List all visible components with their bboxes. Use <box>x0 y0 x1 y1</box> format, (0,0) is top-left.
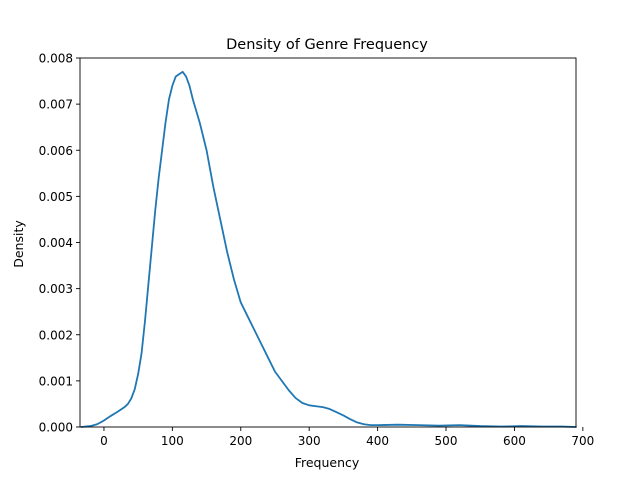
y-tick-label: 0.005 <box>39 190 73 204</box>
x-tick-label: 0 <box>100 434 108 448</box>
x-axis-label: Frequency <box>295 455 360 470</box>
x-tick-label: 200 <box>229 434 252 448</box>
y-tick-label: 0.006 <box>39 144 73 158</box>
y-axis: 0.000 0.001 0.002 0.003 0.004 0.005 0.006 0.007… <box>39 52 80 435</box>
y-axis-label: Density <box>11 220 26 268</box>
y-tick-label: 0.001 <box>39 374 73 388</box>
x-tick-label: 300 <box>298 434 321 448</box>
x-tick-label: 100 <box>161 434 184 448</box>
x-tick-label: 500 <box>435 434 458 448</box>
y-tick-label: 0.000 <box>39 421 73 435</box>
x-tick-label: 700 <box>571 434 594 448</box>
x-tick-label: 600 <box>503 434 526 448</box>
x-axis: 0 100 200 300 400 500 600 700 <box>100 427 594 448</box>
x-tick-label: 400 <box>366 434 389 448</box>
density-line-0 <box>80 70 577 428</box>
y-tick-label: 0.007 <box>39 98 73 112</box>
y-tick-label: 0.003 <box>39 282 73 296</box>
y-tick-label: 0.004 <box>39 236 73 250</box>
y-tick-label: 0.002 <box>39 328 73 342</box>
chart-title: Density of Genre Frequency <box>226 37 428 53</box>
y-tick-label: 0.008 <box>39 52 73 66</box>
